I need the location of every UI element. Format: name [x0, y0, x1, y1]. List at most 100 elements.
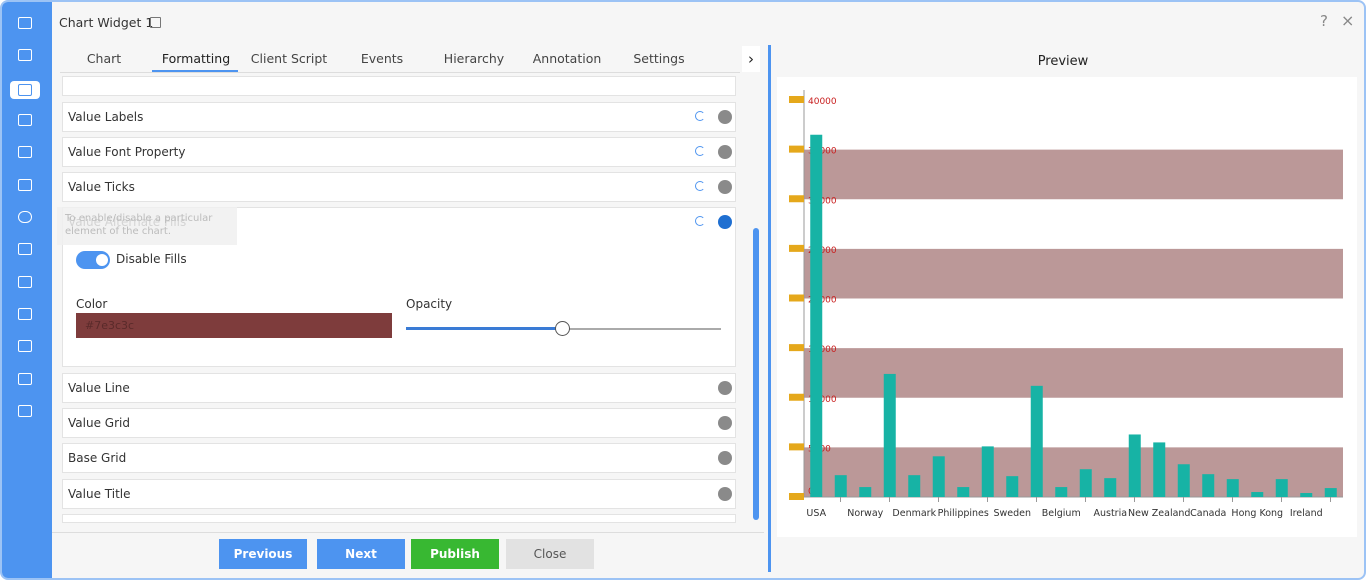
x-tick-label: USA	[806, 508, 826, 519]
alternate-fill	[804, 149, 1343, 200]
section-title: Value Grid	[68, 416, 130, 430]
toggle[interactable]	[76, 251, 110, 269]
y-tick-label: 35000	[808, 147, 837, 157]
expand-icon[interactable]	[718, 381, 732, 395]
bar	[1226, 479, 1239, 497]
sidebar-icon[interactable]	[18, 114, 32, 126]
x-tick-label: Canada	[1190, 508, 1226, 519]
section-title: Value Title	[68, 487, 131, 501]
reset-icon[interactable]	[695, 111, 705, 121]
y-tick-mark	[789, 145, 804, 153]
sidebar-icon[interactable]	[18, 49, 32, 61]
sidebar-icon[interactable]	[18, 146, 32, 158]
accordion-item[interactable]: Value Title	[62, 479, 736, 509]
tab[interactable]: Formatting	[161, 51, 231, 66]
expand-icon[interactable]	[718, 145, 732, 159]
bar	[1055, 487, 1068, 497]
tab[interactable]: Hierarchy	[443, 51, 505, 66]
section-title: Value Ticks	[68, 180, 135, 194]
split-divider[interactable]	[768, 45, 771, 572]
reset-icon[interactable]	[695, 181, 705, 191]
expand-icon[interactable]	[718, 487, 732, 501]
color-field[interactable]: #7e3c3c	[76, 313, 392, 338]
sidebar-icon[interactable]	[18, 308, 32, 320]
sidebar-icon[interactable]	[18, 276, 32, 288]
bar	[1153, 442, 1166, 497]
tab[interactable]: Chart	[86, 51, 122, 66]
bar	[1104, 478, 1117, 497]
expand-icon[interactable]	[718, 110, 732, 124]
y-tick-label: 20000	[808, 296, 837, 306]
button[interactable]: Previous	[219, 539, 307, 569]
bar	[859, 487, 872, 497]
section-title: Value Labels	[68, 110, 144, 124]
toggle-knob	[96, 254, 108, 266]
accordion-item[interactable]: Base Grid	[62, 443, 736, 473]
section-title: Value Line	[68, 381, 130, 395]
opacity-label: Opacity	[406, 297, 453, 311]
y-tick-label: 15000	[808, 345, 837, 355]
bar	[1177, 464, 1190, 497]
button[interactable]: Close	[506, 539, 594, 569]
button[interactable]: Publish	[411, 539, 499, 569]
tab[interactable]: Events	[360, 51, 404, 66]
sidebar	[2, 2, 52, 578]
tab[interactable]: Settings	[633, 51, 685, 66]
sidebar-icon[interactable]	[18, 211, 32, 223]
y-tick-label: 10000	[808, 395, 837, 405]
expand-icon[interactable]	[718, 215, 732, 229]
alternate-fill	[804, 248, 1343, 299]
button[interactable]: Next	[317, 539, 405, 569]
y-tick-label: 25000	[808, 246, 837, 256]
accordion-item[interactable]: Value Line	[62, 373, 736, 403]
expand-icon[interactable]	[718, 451, 732, 465]
sidebar-icon[interactable]	[18, 405, 32, 417]
sidebar-icon[interactable]	[18, 84, 32, 96]
preview-title: Preview	[1037, 54, 1089, 69]
accordion-item[interactable]: Value Font Property	[62, 137, 736, 167]
sidebar-icon[interactable]	[18, 373, 32, 385]
reset-icon[interactable]	[695, 216, 705, 226]
y-tick-mark	[789, 195, 804, 203]
help-icon[interactable]: ?	[1320, 12, 1328, 30]
bar	[1006, 476, 1019, 497]
accordion-item[interactable]: Value Ticks	[62, 172, 736, 202]
sidebar-icon[interactable]	[18, 179, 32, 191]
bar	[908, 475, 921, 497]
sidebar-active[interactable]	[10, 81, 40, 99]
sidebar-icon[interactable]	[18, 243, 32, 255]
tab[interactable]: Client Script	[250, 51, 328, 66]
y-tick-mark	[789, 96, 804, 103]
bar	[1202, 474, 1215, 497]
x-tick-label: Belgium	[1042, 508, 1081, 519]
y-tick-mark	[789, 294, 804, 302]
accordion-item[interactable]: Value Labels	[62, 102, 736, 132]
footer-divider	[52, 532, 764, 533]
y-tick-label: 40000	[808, 97, 837, 107]
accordion-item[interactable]: Value Grid	[62, 408, 736, 438]
y-tick-mark	[789, 393, 804, 401]
sidebar-icon[interactable]	[18, 17, 32, 29]
edit-icon[interactable]	[150, 17, 161, 28]
section-title: Base Grid	[68, 451, 127, 465]
slider-fill	[406, 327, 563, 330]
reset-icon[interactable]	[695, 146, 705, 156]
x-tick-label: Hong Kong	[1231, 508, 1283, 519]
bar	[1324, 488, 1337, 497]
bar	[1300, 493, 1313, 497]
slider-thumb[interactable]	[555, 321, 570, 336]
scrollbar[interactable]	[753, 228, 759, 520]
widget-title: Chart Widget 1	[59, 15, 154, 30]
close-icon[interactable]: ×	[1341, 11, 1355, 30]
y-tick-mark	[789, 244, 804, 252]
tab-scroll[interactable]: ›	[742, 46, 760, 72]
expand-icon[interactable]	[718, 416, 732, 430]
y-tick-mark	[789, 493, 804, 500]
y-tick-label: 30000	[808, 196, 837, 206]
sidebar-icon[interactable]	[18, 340, 32, 352]
expand-icon[interactable]	[718, 180, 732, 194]
tab[interactable]: Annotation	[532, 51, 602, 66]
accordion-item	[62, 76, 736, 96]
